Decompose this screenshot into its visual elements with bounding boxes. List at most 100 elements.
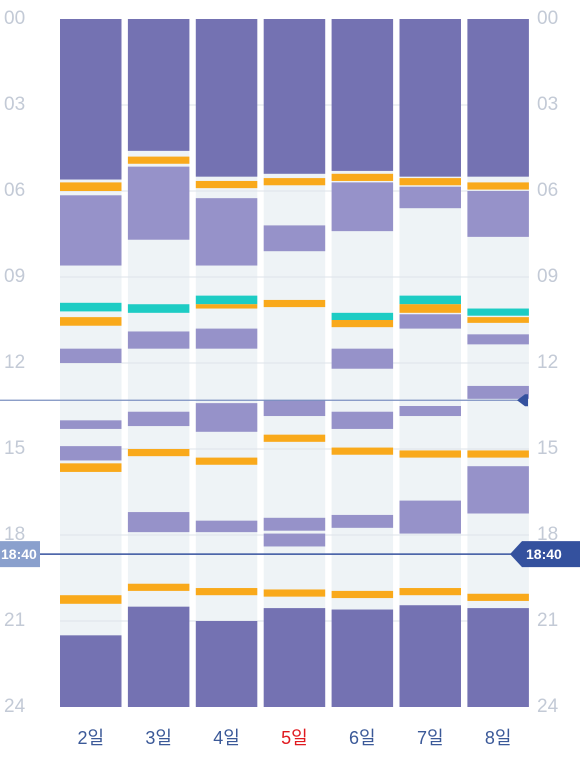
light-block [195,520,258,533]
light-block [127,166,190,240]
hour-label-left: 18 [4,524,25,545]
light-block [195,328,258,349]
hour-label-right: 00 [537,8,558,29]
orange-block [467,450,529,458]
light-block [60,446,122,461]
orange-block [331,320,394,328]
light-block [467,334,529,345]
hour-label-right: 18 [537,524,558,545]
light-block [331,348,394,369]
sleep-block [127,606,190,707]
hour-label-left: 06 [4,180,25,201]
sleep-block [399,605,461,707]
orange-block [127,583,190,591]
orange-block [399,304,461,313]
orange-block [195,588,258,596]
current-time-label-right: 18:40 [526,546,562,562]
sleep-block [127,19,190,151]
hour-label-left: 00 [4,8,25,29]
light-block [127,512,190,533]
sleep-block [195,621,258,707]
day-label: 8일 [485,728,512,748]
light-block [60,195,122,266]
orange-block [195,304,258,309]
orange-block [127,156,190,164]
light-block [467,191,529,237]
hour-label-right: 15 [537,438,558,459]
light-block [263,517,326,531]
teal-block [127,304,190,313]
orange-block [331,590,394,599]
hour-label-right: 21 [537,610,558,631]
sleep-block [60,19,122,180]
teal-block [399,295,461,305]
day-label: 6일 [349,728,376,748]
orange-block [467,317,529,323]
guide-line-marker [517,394,528,407]
light-block [127,411,190,427]
light-block [399,314,461,329]
current-time-badge-right [510,541,580,568]
orange-block [195,180,258,189]
orange-block [60,463,122,472]
teal-block [195,295,258,305]
light-block [399,406,461,417]
hour-label-left: 24 [4,696,26,717]
light-block [263,533,326,547]
orange-block [263,589,326,597]
light-block [60,420,122,429]
sleep-block [263,19,326,174]
teal-block [467,308,529,316]
teal-block [331,312,394,320]
day-label: 4일 [213,728,240,748]
orange-block [399,178,461,186]
light-block [331,514,394,528]
hour-label-left: 15 [4,438,25,459]
day-label: 3일 [145,728,172,748]
sleep-block [467,19,529,177]
hour-label-right: 24 [537,696,559,717]
day-label: 7일 [417,728,444,748]
hour-label-right: 12 [537,352,558,373]
orange-block [467,182,529,190]
light-block [263,225,326,252]
orange-block [331,447,394,455]
sleep-block [195,19,258,177]
orange-block [263,299,326,308]
current-time-badge-left [0,541,40,568]
day-label: 2일 [77,728,104,748]
orange-block [399,450,461,458]
light-block [331,182,394,232]
current-time-label-left: 18:40 [1,546,37,562]
hour-label-left: 09 [4,266,25,287]
light-block [60,348,122,363]
light-block [331,411,394,429]
sleep-block [467,608,529,707]
hour-label-right: 03 [537,94,558,115]
light-block [399,186,461,209]
orange-block [331,173,394,181]
hour-label-left: 03 [4,94,25,115]
sleep-block [399,19,461,177]
orange-block [60,595,122,604]
hour-label-right: 06 [537,180,558,201]
hour-label-left: 12 [4,352,25,373]
light-block [127,331,190,349]
orange-block [127,449,190,457]
orange-block [467,593,529,601]
orange-block [399,588,461,596]
orange-block [195,457,258,465]
light-block [195,403,258,432]
hour-label-right: 09 [537,266,558,287]
orange-block [263,434,326,442]
orange-block [60,317,122,326]
sleep-block [331,19,394,171]
hour-label-left: 21 [4,610,25,631]
orange-block [60,182,122,191]
light-block [467,466,529,514]
light-block [399,500,461,534]
light-block [263,400,326,417]
sleep-block [331,609,394,707]
light-block [195,198,258,266]
